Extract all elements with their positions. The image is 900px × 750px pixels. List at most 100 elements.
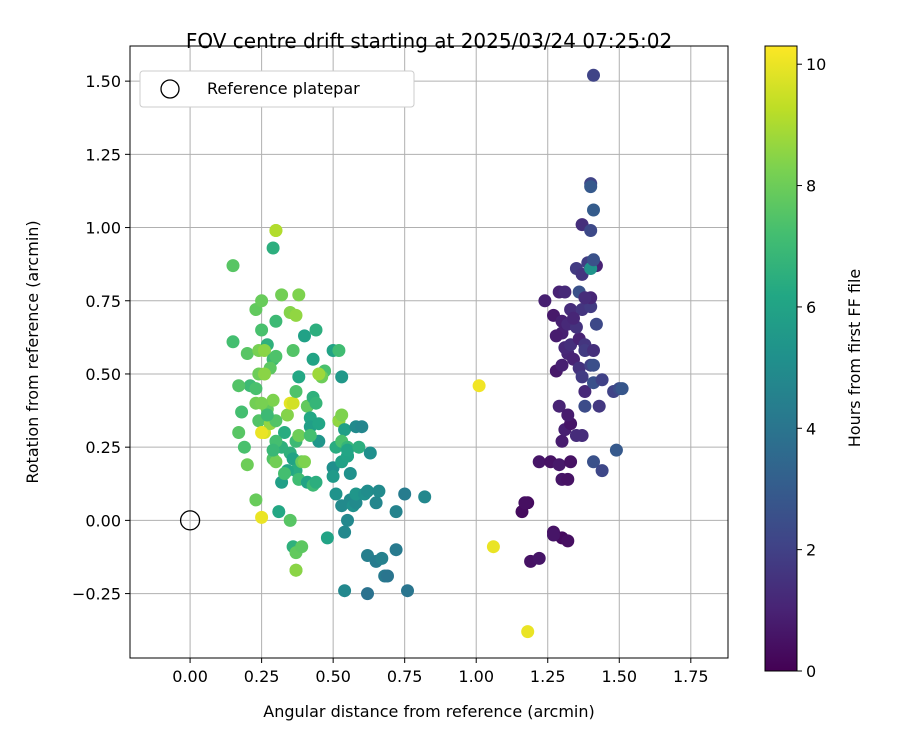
data-point <box>303 429 317 442</box>
reference-point <box>179 510 201 531</box>
x-tick-label: 0.50 <box>315 667 351 686</box>
data-point <box>521 625 535 639</box>
data-point <box>283 513 297 527</box>
x-tick-label: 0.25 <box>244 667 280 686</box>
data-point <box>558 285 572 299</box>
y-tick-label: 1.25 <box>85 145 121 164</box>
data-point <box>235 405 249 419</box>
data-point <box>309 323 323 337</box>
data-point <box>266 393 280 407</box>
data-point <box>564 455 578 469</box>
data-point <box>338 525 352 539</box>
data-point <box>532 551 546 565</box>
data-point <box>587 358 600 372</box>
y-tick-label: 0.00 <box>85 511 121 530</box>
data-point <box>275 288 289 302</box>
data-point <box>292 370 306 384</box>
colorbar-tick-label: 2 <box>806 541 816 560</box>
grid <box>130 46 728 658</box>
data-point <box>292 429 306 442</box>
legend: Reference platepar <box>139 70 415 108</box>
data-point <box>289 308 303 322</box>
data-point <box>341 443 354 457</box>
data-point <box>226 335 240 349</box>
reference-marker <box>179 510 201 531</box>
data-point <box>255 396 269 410</box>
data-point <box>587 68 600 82</box>
data-point <box>369 496 383 510</box>
data-point <box>249 493 263 507</box>
y-axis: −0.25 0.00 0.25 0.50 0.75 1.00 1.25 1.50 <box>72 72 130 604</box>
data-point <box>389 543 403 557</box>
data-point <box>341 513 354 527</box>
colorbar-tick-label: 8 <box>806 177 816 196</box>
data-point <box>589 317 603 331</box>
colorbar-label: Hours from first FF file <box>845 269 864 448</box>
data-point <box>595 464 609 478</box>
points <box>226 68 629 639</box>
y-tick-label: −0.25 <box>72 585 121 604</box>
colorbar-gradient <box>764 45 798 672</box>
x-axis: 0.00 0.25 0.50 0.75 1.00 1.25 1.50 1.75 <box>172 658 709 686</box>
data-point <box>237 440 251 454</box>
data-point <box>312 417 326 431</box>
data-point <box>561 472 575 486</box>
data-point <box>372 484 386 498</box>
data-point <box>578 399 592 413</box>
data-point <box>552 458 566 472</box>
data-point <box>269 349 283 363</box>
data-point <box>587 455 600 469</box>
data-point <box>343 467 357 480</box>
data-point <box>552 399 566 413</box>
data-point <box>292 288 306 302</box>
data-point <box>255 294 269 308</box>
data-point <box>578 385 592 398</box>
data-point <box>232 426 246 439</box>
data-point <box>306 352 320 366</box>
data-point <box>298 329 311 343</box>
data-point <box>363 446 377 460</box>
colorbar-tick-label: 0 <box>806 662 816 681</box>
data-point <box>335 370 349 384</box>
x-tick-label: 1.25 <box>530 667 566 686</box>
chart-title: FOV centre drift starting at 2025/03/24 … <box>186 29 672 53</box>
data-point <box>352 440 366 454</box>
data-point <box>547 528 560 542</box>
colorbar-tick-label: 4 <box>806 419 816 438</box>
data-point <box>240 347 254 360</box>
data-point <box>255 426 269 439</box>
legend-label: Reference platepar <box>207 79 360 98</box>
data-point <box>335 408 349 422</box>
x-tick-label: 1.00 <box>458 667 494 686</box>
data-point <box>538 294 552 308</box>
data-point <box>361 484 374 498</box>
data-point <box>329 487 343 501</box>
data-point <box>338 423 352 437</box>
data-point <box>232 379 246 393</box>
legend-box <box>139 70 415 108</box>
data-point <box>615 382 629 396</box>
data-point <box>295 540 309 554</box>
legend-marker <box>160 79 180 99</box>
x-axis-label: Angular distance from reference (arcmin) <box>263 702 594 721</box>
colorbar-ticks: 0 2 4 6 8 10 <box>797 55 826 681</box>
y-tick-label: 0.75 <box>85 292 121 311</box>
data-point <box>286 344 300 357</box>
data-point <box>269 224 283 237</box>
data-point <box>609 443 623 457</box>
data-point <box>298 455 311 469</box>
y-tick-label: 1.50 <box>85 72 121 91</box>
data-point <box>258 367 271 381</box>
data-point <box>266 241 280 255</box>
data-point <box>418 490 432 504</box>
data-point <box>255 323 269 337</box>
data-point <box>286 396 300 410</box>
data-point <box>472 379 486 393</box>
x-tick-label: 1.75 <box>673 667 709 686</box>
data-point <box>355 420 369 434</box>
data-point <box>567 311 580 325</box>
data-point <box>555 358 569 372</box>
y-axis-label: Rotation from reference (arcmin) <box>23 220 42 483</box>
data-point <box>249 382 263 396</box>
data-point <box>587 344 600 357</box>
